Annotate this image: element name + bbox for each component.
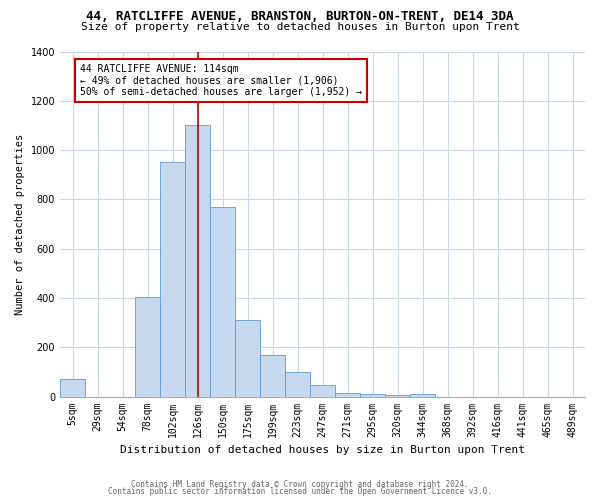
Y-axis label: Number of detached properties: Number of detached properties xyxy=(15,134,25,314)
Text: 44, RATCLIFFE AVENUE, BRANSTON, BURTON-ON-TRENT, DE14 3DA: 44, RATCLIFFE AVENUE, BRANSTON, BURTON-O… xyxy=(86,10,514,23)
Bar xyxy=(285,372,310,396)
Text: 44 RATCLIFFE AVENUE: 114sqm
← 49% of detached houses are smaller (1,906)
50% of : 44 RATCLIFFE AVENUE: 114sqm ← 49% of det… xyxy=(80,64,362,97)
X-axis label: Distribution of detached houses by size in Burton upon Trent: Distribution of detached houses by size … xyxy=(120,445,525,455)
Bar xyxy=(335,393,360,396)
Bar xyxy=(160,162,185,396)
Text: Contains HM Land Registry data © Crown copyright and database right 2024.: Contains HM Land Registry data © Crown c… xyxy=(131,480,469,489)
Bar xyxy=(135,296,160,396)
Text: Contains public sector information licensed under the Open Government Licence v3: Contains public sector information licen… xyxy=(108,487,492,496)
Bar xyxy=(410,394,435,396)
Bar xyxy=(310,386,335,396)
Bar xyxy=(210,207,235,396)
Text: Size of property relative to detached houses in Burton upon Trent: Size of property relative to detached ho… xyxy=(80,22,520,32)
Bar xyxy=(235,320,260,396)
Bar xyxy=(60,380,85,396)
Bar xyxy=(185,126,210,396)
Bar xyxy=(360,394,385,396)
Bar xyxy=(260,354,285,397)
